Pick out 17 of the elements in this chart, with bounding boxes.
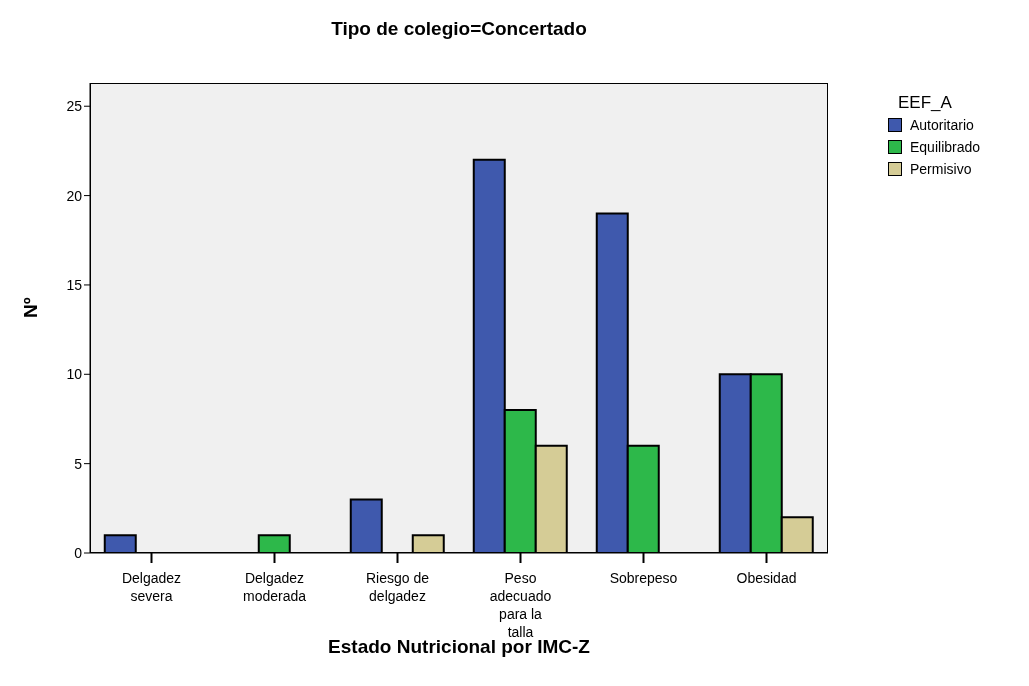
x-tick-label: Riesgo de delgadez — [365, 570, 430, 604]
y-tick-label: 20 — [66, 187, 83, 204]
y-tick-label: 15 — [66, 276, 83, 293]
legend-label: Permisivo — [910, 161, 972, 177]
x-tick-label: Obesidad — [736, 570, 797, 586]
y-tick-label: 10 — [66, 366, 83, 383]
legend-title: EEF_A — [898, 93, 953, 113]
legend-label: Equilibrado — [910, 139, 981, 155]
y-axis-title: Nº — [19, 297, 41, 318]
y-tick-label: 5 — [74, 455, 83, 472]
x-tick-label: Delgadez severa — [121, 570, 182, 604]
y-tick-label: 25 — [66, 98, 83, 115]
legend-label: Autoritario — [910, 117, 974, 133]
y-tick-label: 0 — [74, 544, 83, 561]
chart-title: Tipo de colegio=Concertado — [330, 18, 588, 40]
x-tick-label: Delgadez moderada — [242, 570, 307, 604]
x-tick-label: Sobrepeso — [609, 570, 678, 586]
